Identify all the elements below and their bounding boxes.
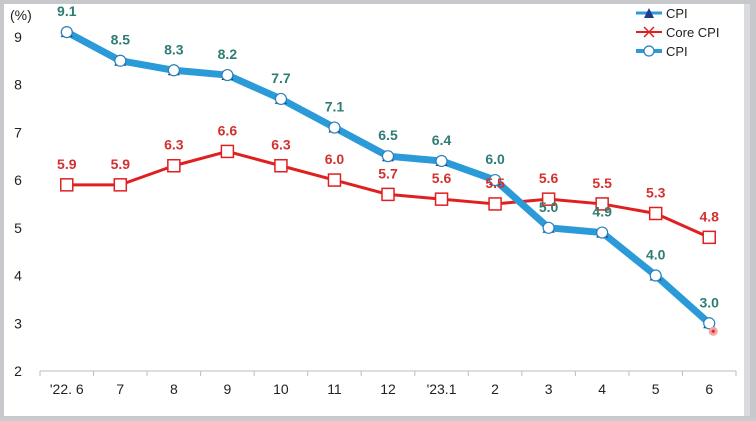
data-labels: 9.1 8.5 8.3 8.2 7.7 7.1 6.5 6.4 6.0 5.0 4.9 4.0 3.0 5…	[57, 3, 719, 310]
cpi-point	[221, 68, 234, 82]
cpi-line-chart: (%) 2 3 4 5 6 7 8 9 '22. 6 7 8 9 10 11 12 '23.1 2 3 4 5 6 9.…	[10, 3, 737, 397]
core-cpi-data-label: 5.3	[646, 184, 666, 200]
y-axis-unit-label: (%)	[10, 7, 32, 23]
legend-triangle-marker	[644, 8, 654, 18]
y-tick-label: 9	[14, 29, 22, 45]
cpi-point	[167, 64, 180, 77]
cpi-point	[60, 25, 73, 39]
cpi-data-label: 9.1	[57, 4, 77, 19]
y-tick-label: 4	[14, 268, 22, 284]
plot-area: (%) 2 3 4 5 6 7 8 9 '22. 6 7 8 9 10 11 12 '23.1 2 3 4 5 6 9.…	[4, 3, 750, 416]
core-cpi-data-label: 6.3	[271, 137, 291, 153]
legend-item: CPI	[636, 6, 688, 21]
legend-label: CPI	[666, 6, 688, 21]
core-cpi-data-label: 5.6	[539, 170, 559, 186]
core-cpi-data-label: 6.6	[218, 122, 238, 138]
x-tick-label: 9	[223, 381, 231, 397]
core-cpi-point	[274, 158, 288, 173]
x-tick-label: 11	[327, 381, 342, 397]
core-cpi-point	[488, 197, 502, 211]
y-tick-label: 3	[14, 315, 22, 331]
cpi-data-label: 6.4	[432, 132, 452, 148]
cpi-data-label: 8.2	[218, 46, 238, 62]
cpi-point	[542, 221, 555, 234]
core-cpi-point	[381, 187, 395, 202]
cpi-point	[114, 54, 127, 67]
legend-item: Core CPI	[636, 25, 719, 40]
cpi-point	[435, 154, 448, 168]
y-tick-label: 5	[14, 220, 22, 236]
core-cpi-point	[60, 178, 74, 192]
cpi-point	[381, 150, 395, 163]
x-tick-label: 3	[545, 381, 553, 397]
cpi-point	[328, 121, 341, 134]
cpi-data-label: 5.0	[539, 199, 559, 215]
x-tick-label: '22. 6	[50, 381, 84, 397]
cpi-data-label: 6.0	[485, 151, 505, 167]
core-cpi-point	[541, 192, 556, 206]
legend-label: Core CPI	[666, 25, 719, 40]
cpi-point	[274, 92, 288, 106]
core-cpi-point	[327, 173, 342, 187]
y-tick-label: 6	[14, 172, 22, 188]
legend: CPI Core CPI CPI	[636, 6, 719, 59]
core-cpi-data-label: 5.5	[485, 175, 505, 191]
x-tick-label: '23.1	[427, 381, 457, 397]
cpi-data-label: 8.3	[164, 41, 184, 57]
y-tick-label: 8	[14, 77, 22, 93]
x-tick-label: 12	[380, 381, 396, 397]
core-cpi-data-label: 6.3	[164, 137, 184, 153]
core-cpi-data-label: 4.8	[699, 208, 719, 224]
cpi-point	[703, 317, 716, 330]
series-layer	[60, 25, 718, 336]
legend-x-marker	[643, 26, 655, 38]
core-cpi-point	[113, 178, 128, 192]
core-cpi-point	[702, 230, 716, 245]
legend-item: CPI	[636, 44, 688, 59]
last-point-highlight-center	[711, 329, 715, 333]
core-cpi-data-label: 6.0	[325, 151, 345, 167]
y-tick-label: 2	[14, 363, 22, 379]
core-cpi-data-label: 5.9	[57, 156, 77, 172]
cpi-data-label: 3.0	[699, 294, 719, 310]
cpi-data-label: 8.5	[111, 32, 131, 48]
x-tick-label: 8	[170, 381, 178, 397]
core-cpi-point	[167, 158, 181, 173]
x-tick-label: 4	[598, 381, 606, 397]
x-tick-label: 2	[491, 381, 499, 397]
x-tick-label: 6	[705, 381, 713, 397]
core-cpi-data-label: 5.5	[592, 175, 612, 191]
x-tick-label: 5	[652, 381, 660, 397]
legend-circle-marker	[643, 45, 655, 57]
cpi-point	[596, 226, 609, 239]
cpi-data-label: 4.0	[646, 247, 666, 263]
y-tick-label: 7	[14, 124, 22, 140]
y-axis: (%) 2 3 4 5 6 7 8 9	[10, 7, 32, 379]
cpi-point	[488, 173, 502, 187]
x-tick-label: 10	[273, 381, 289, 397]
x-tick-label: 7	[116, 381, 124, 397]
core-cpi-point	[648, 206, 663, 221]
core-cpi-data-label: 5.6	[432, 170, 452, 186]
cpi-data-label: 4.9	[592, 204, 612, 220]
cpi-data-label: 7.7	[271, 70, 291, 86]
core-cpi-point	[434, 192, 449, 206]
cpi-data-label: 6.5	[378, 127, 398, 143]
core-cpi-point	[220, 144, 235, 159]
cpi-point	[649, 269, 662, 282]
core-cpi-point	[595, 197, 609, 211]
x-axis: '22. 6 7 8 9 10 11 12 '23.1 2 3 4 5 6	[39, 370, 737, 397]
legend-label: CPI	[666, 44, 688, 59]
cpi-data-label: 7.1	[325, 99, 345, 115]
core-cpi-data-label: 5.9	[111, 156, 131, 172]
core-cpi-data-label: 5.7	[378, 165, 398, 181]
